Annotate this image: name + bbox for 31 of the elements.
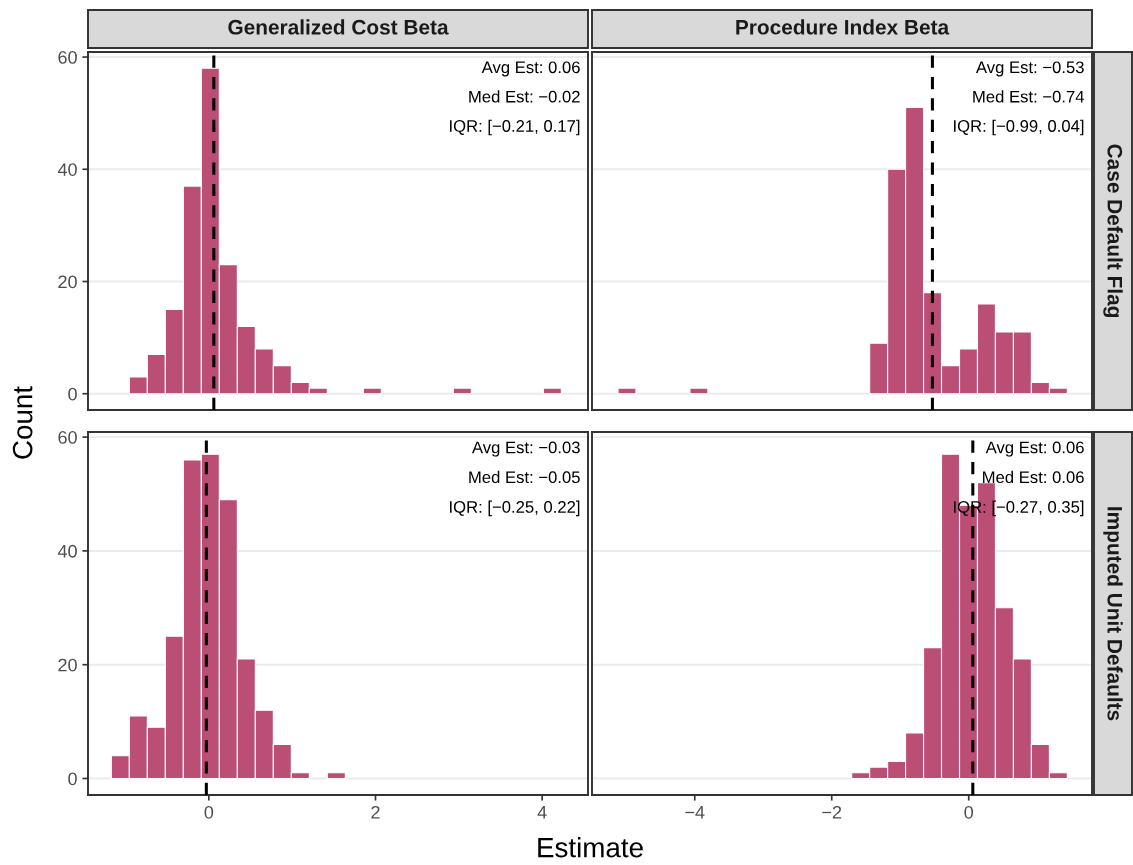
chart-title: Procedure Index Beta xyxy=(736,19,950,35)
y-tick-label: 60 xyxy=(58,50,77,64)
annotation: Med Est: −0.02 xyxy=(469,90,580,103)
x-tick-label: 4 xyxy=(537,806,547,819)
y2-axis-title: Imputed Unit Defaults xyxy=(1103,507,1123,721)
y-tick-label: 20 xyxy=(58,658,77,672)
y-tick-label: 40 xyxy=(57,544,77,558)
y-tick-label: 0 xyxy=(68,387,77,401)
y-tick-label: 40 xyxy=(57,163,77,176)
annotation: Med Est: −0.05 xyxy=(469,470,580,484)
annotation: Avg Est: 0.06 xyxy=(985,441,1084,457)
y-tick-label: 0 xyxy=(68,772,77,786)
x-tick-label: 0 xyxy=(204,805,214,819)
x-tick-label: 2 xyxy=(371,805,380,819)
annotation: Avg Est: −0.53 xyxy=(975,61,1084,77)
x-axis-title: Estimate xyxy=(538,837,643,858)
chart-title: Generalized Cost Beta xyxy=(228,19,449,35)
x-tick-label: −2 xyxy=(822,805,842,819)
y-tick-label: 60 xyxy=(58,431,77,444)
y-axis-title: Count xyxy=(12,386,33,459)
x-tick-label: 0 xyxy=(964,805,974,819)
y2-axis-title: Case Default Flag xyxy=(1103,144,1123,318)
annotation: Med Est: −0.74 xyxy=(973,90,1085,103)
annotation: IQR: [−0.99, 0.04] xyxy=(954,119,1084,136)
annotation: Avg Est: −0.03 xyxy=(471,441,580,457)
annotation: Avg Est: 0.06 xyxy=(481,61,580,77)
y-tick-label: 20 xyxy=(58,275,77,289)
annotation: IQR: [−0.25, 0.22] xyxy=(450,500,580,517)
annotation: IQR: [−0.21, 0.17] xyxy=(450,119,580,136)
x-tick-label: −4 xyxy=(685,806,705,819)
annotation: Med Est: 0.06 xyxy=(983,470,1084,484)
